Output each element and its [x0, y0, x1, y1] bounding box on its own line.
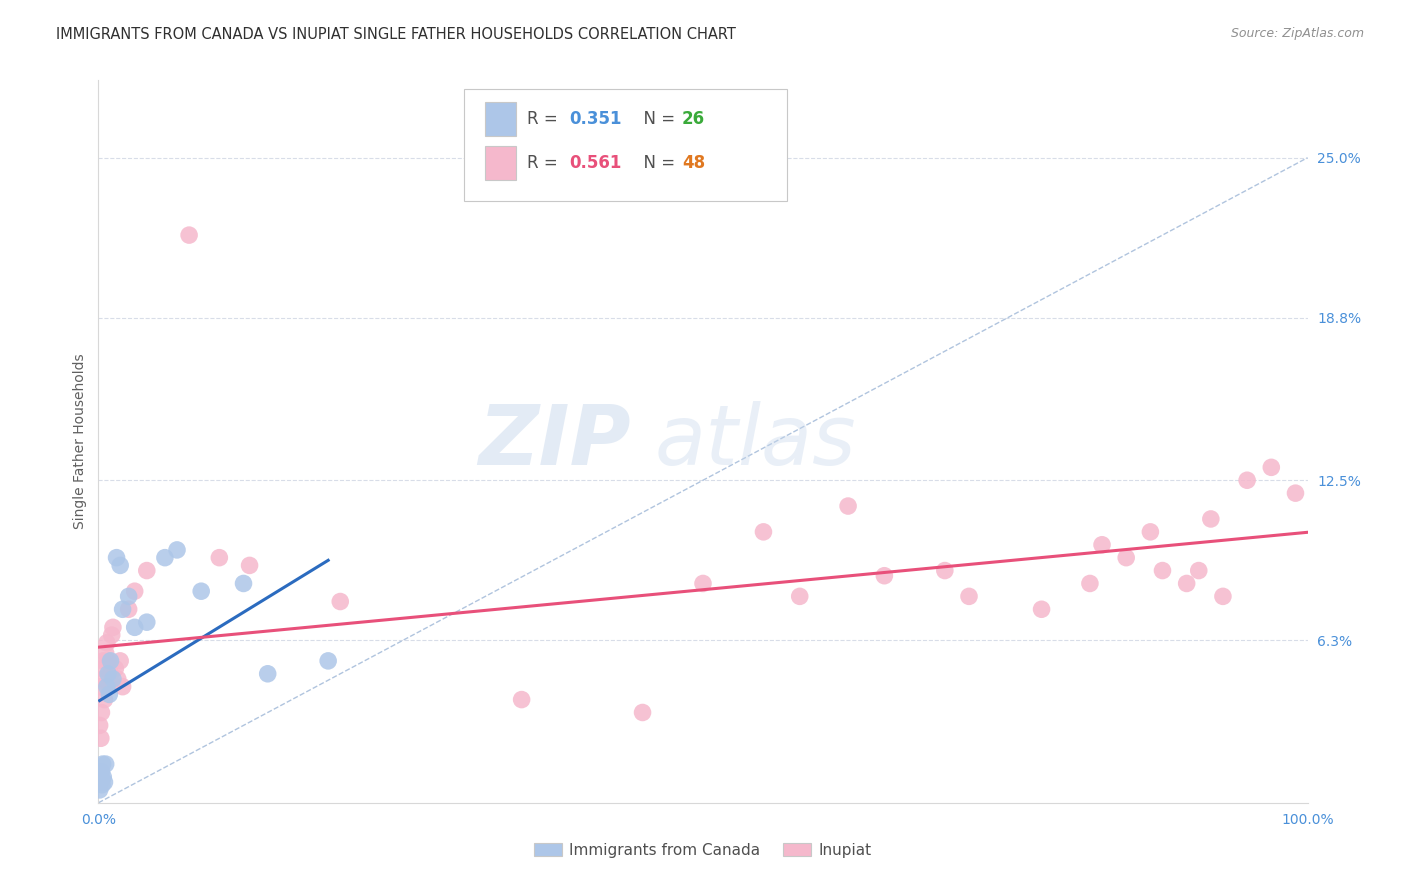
- Point: [90, 706, 112, 720]
- Point: [101, 620, 124, 634]
- Legend: Immigrants from Canada, Inupiat: Immigrants from Canada, Inupiat: [529, 837, 877, 863]
- Point: [692, 576, 714, 591]
- Text: IMMIGRANTS FROM CANADA VS INUPIAT SINGLE FATHER HOUSEHOLDS CORRELATION CHART: IMMIGRANTS FROM CANADA VS INUPIAT SINGLE…: [56, 27, 737, 42]
- Text: 26: 26: [682, 110, 704, 128]
- Point: [837, 499, 859, 513]
- Point: [1212, 590, 1234, 604]
- Point: [89, 718, 111, 732]
- Point: [166, 542, 188, 557]
- Point: [232, 576, 254, 591]
- Text: N =: N =: [633, 154, 681, 172]
- Text: R =: R =: [527, 154, 564, 172]
- Point: [1139, 524, 1161, 539]
- Point: [100, 628, 122, 642]
- Point: [153, 550, 176, 565]
- Point: [1091, 538, 1114, 552]
- Point: [104, 662, 127, 676]
- Point: [179, 228, 201, 243]
- Point: [91, 757, 114, 772]
- Point: [93, 692, 115, 706]
- Point: [190, 584, 212, 599]
- Text: 0.561: 0.561: [569, 154, 621, 172]
- Point: [107, 672, 129, 686]
- Point: [94, 646, 117, 660]
- Point: [91, 662, 114, 676]
- Point: [118, 590, 141, 604]
- Point: [135, 564, 157, 578]
- Point: [1188, 564, 1211, 578]
- Point: [94, 757, 117, 772]
- Point: [124, 620, 146, 634]
- Point: [93, 775, 115, 789]
- Point: [96, 636, 118, 650]
- Point: [873, 568, 896, 582]
- Point: [208, 550, 231, 565]
- Point: [789, 590, 811, 604]
- Point: [1152, 564, 1174, 578]
- Point: [91, 770, 114, 784]
- Point: [1078, 576, 1101, 591]
- Point: [124, 584, 146, 599]
- Point: [97, 654, 120, 668]
- Point: [1260, 460, 1282, 475]
- Point: [957, 590, 980, 604]
- Point: [98, 680, 121, 694]
- Point: [97, 666, 120, 681]
- Text: 48: 48: [682, 154, 704, 172]
- Point: [105, 550, 128, 565]
- Point: [89, 680, 111, 694]
- Point: [135, 615, 157, 630]
- Point: [256, 666, 278, 681]
- Point: [91, 654, 114, 668]
- Point: [89, 783, 111, 797]
- Text: N =: N =: [633, 110, 681, 128]
- Text: Source: ZipAtlas.com: Source: ZipAtlas.com: [1230, 27, 1364, 40]
- Point: [90, 764, 112, 779]
- Point: [96, 680, 118, 694]
- Point: [101, 672, 124, 686]
- Point: [118, 602, 141, 616]
- Point: [631, 706, 654, 720]
- Point: [90, 770, 112, 784]
- Point: [239, 558, 262, 573]
- Point: [91, 778, 114, 792]
- Point: [316, 654, 339, 668]
- Point: [934, 564, 956, 578]
- Point: [510, 692, 533, 706]
- Text: 0.351: 0.351: [569, 110, 621, 128]
- Point: [1284, 486, 1306, 500]
- Point: [111, 602, 134, 616]
- Point: [100, 654, 122, 668]
- Text: ZIP: ZIP: [478, 401, 630, 482]
- Point: [1031, 602, 1053, 616]
- Point: [100, 666, 122, 681]
- Text: R =: R =: [527, 110, 564, 128]
- Point: [89, 775, 111, 789]
- Point: [1175, 576, 1198, 591]
- Point: [91, 672, 114, 686]
- Point: [98, 687, 121, 701]
- Y-axis label: Single Father Households: Single Father Households: [73, 354, 87, 529]
- Point: [1199, 512, 1222, 526]
- Point: [1115, 550, 1137, 565]
- Point: [111, 680, 134, 694]
- Point: [1236, 473, 1258, 487]
- Point: [90, 731, 112, 746]
- Point: [108, 654, 131, 668]
- Point: [752, 524, 775, 539]
- Text: atlas: atlas: [655, 401, 856, 482]
- Point: [329, 594, 352, 608]
- Point: [108, 558, 131, 573]
